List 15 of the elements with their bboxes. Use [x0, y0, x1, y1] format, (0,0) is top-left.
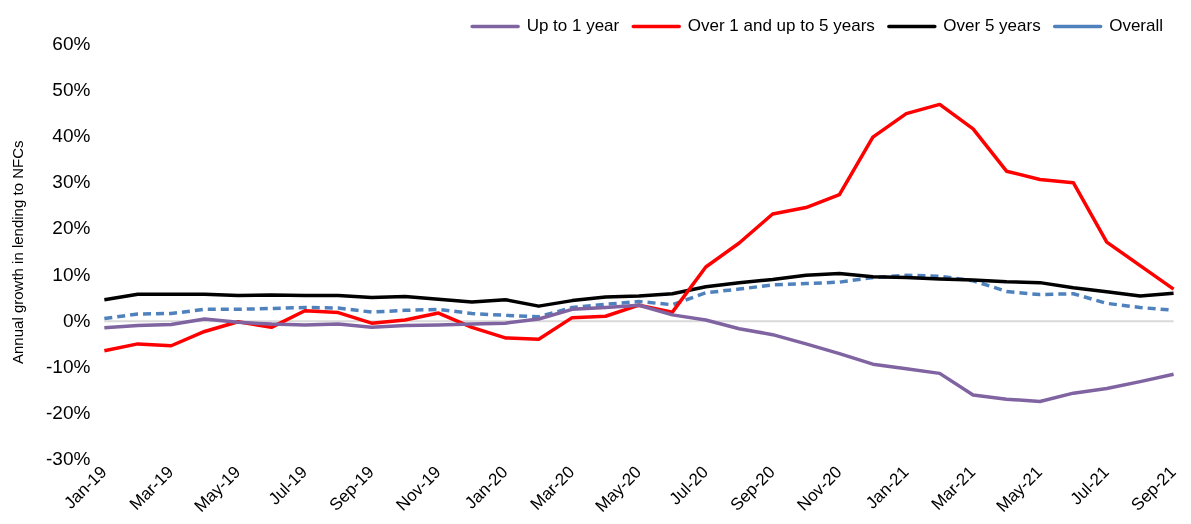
legend-label: Up to 1 year: [526, 16, 620, 36]
y-tick-label: 10%: [52, 263, 91, 285]
y-tick-label: 0%: [62, 309, 91, 331]
y-tick-label: 40%: [52, 125, 91, 147]
y-tick-label: -20%: [46, 401, 91, 423]
legend-label: Over 5 years: [943, 16, 1041, 36]
y-tick-label: 20%: [52, 217, 91, 239]
y-tick-label: -10%: [46, 355, 91, 377]
y-tick-label: 30%: [52, 171, 91, 193]
y-tick-label: 60%: [52, 33, 91, 55]
legend-label: Overall: [1109, 16, 1164, 36]
legend-label: Over 1 and up to 5 years: [687, 16, 875, 36]
y-tick-label: 50%: [52, 79, 91, 101]
y-axis-title: Annual growth in lending to NFCs: [9, 140, 27, 364]
y-tick-label: -30%: [46, 447, 91, 469]
